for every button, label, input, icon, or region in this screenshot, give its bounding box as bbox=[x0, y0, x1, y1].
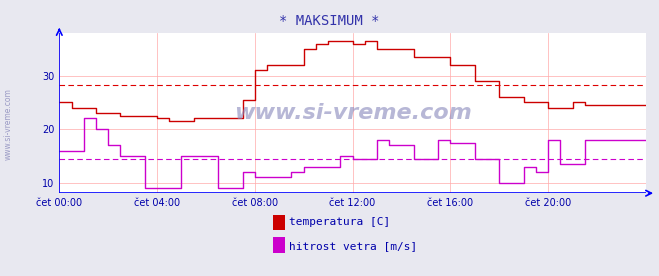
Text: * MAKSIMUM *: * MAKSIMUM * bbox=[279, 14, 380, 28]
Text: hitrost vetra [m/s]: hitrost vetra [m/s] bbox=[289, 241, 417, 251]
Text: www.si-vreme.com: www.si-vreme.com bbox=[234, 103, 471, 123]
Text: temperatura [C]: temperatura [C] bbox=[289, 217, 390, 227]
Text: www.si-vreme.com: www.si-vreme.com bbox=[3, 88, 13, 160]
